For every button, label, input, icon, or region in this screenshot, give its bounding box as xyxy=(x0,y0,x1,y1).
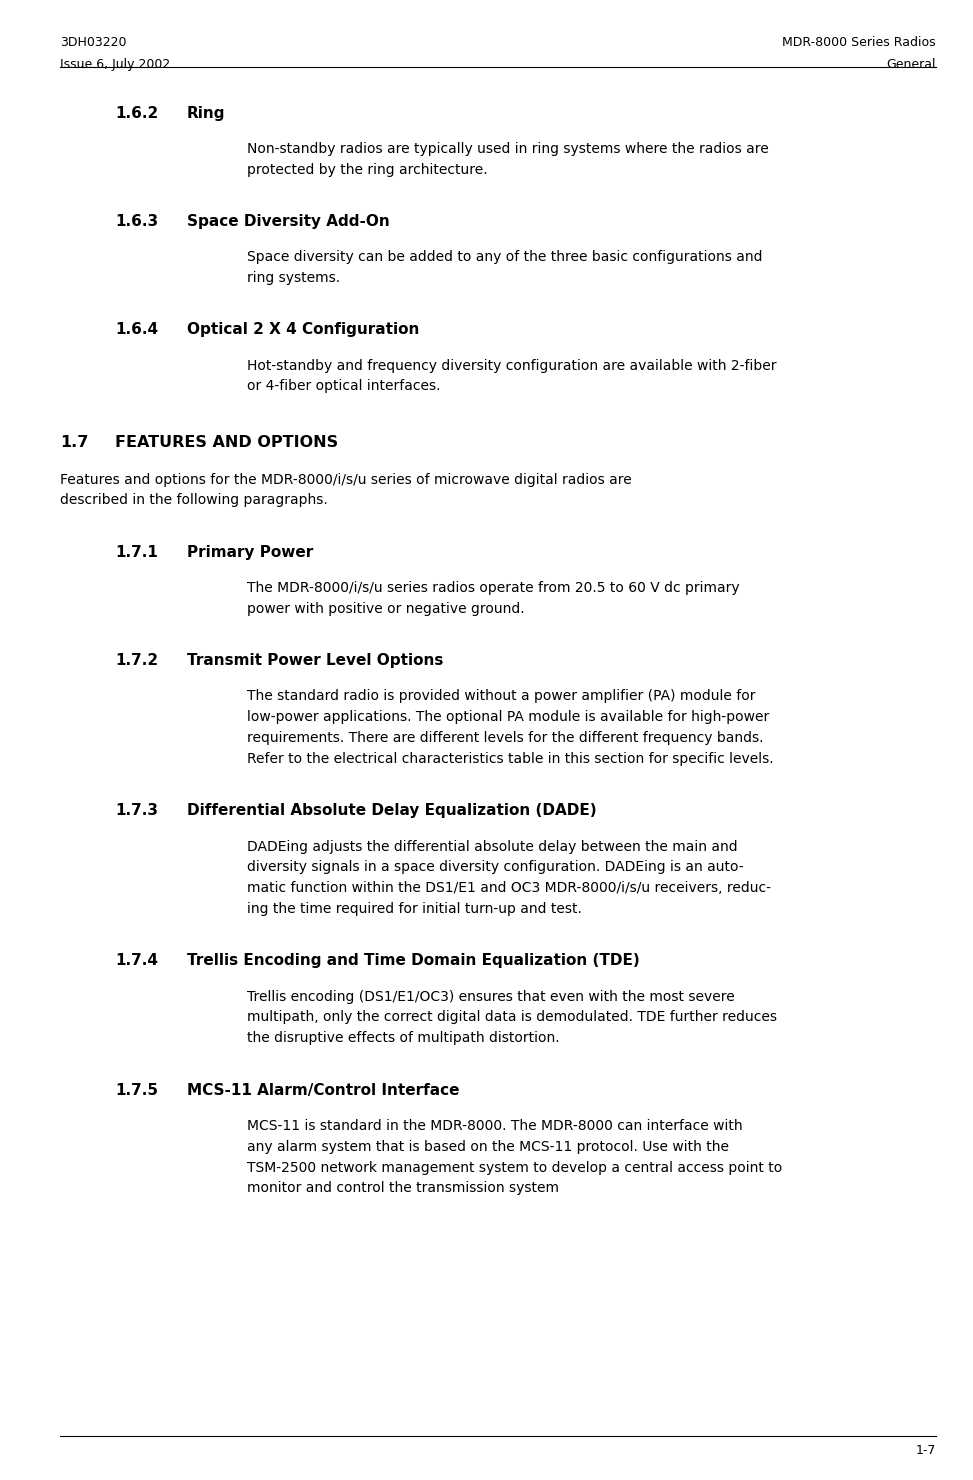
Text: TSM-2500 network management system to develop a central access point to: TSM-2500 network management system to de… xyxy=(247,1160,782,1175)
Text: FEATURES AND OPTIONS: FEATURES AND OPTIONS xyxy=(115,435,338,450)
Text: or 4-fiber optical interfaces.: or 4-fiber optical interfaces. xyxy=(247,379,441,394)
Text: The MDR-8000/i/s/u series radios operate from 20.5 to 60 V dc primary: The MDR-8000/i/s/u series radios operate… xyxy=(247,582,739,595)
Text: requirements. There are different levels for the different frequency bands.: requirements. There are different levels… xyxy=(247,731,764,744)
Text: 1.7.4: 1.7.4 xyxy=(115,953,158,968)
Text: protected by the ring architecture.: protected by the ring architecture. xyxy=(247,163,487,176)
Text: MCS-11 Alarm/Control Interface: MCS-11 Alarm/Control Interface xyxy=(187,1083,459,1098)
Text: Differential Absolute Delay Equalization (DADE): Differential Absolute Delay Equalization… xyxy=(187,804,596,818)
Text: Primary Power: Primary Power xyxy=(187,545,313,559)
Text: ing the time required for initial turn-up and test.: ing the time required for initial turn-u… xyxy=(247,901,582,916)
Text: 1.7.1: 1.7.1 xyxy=(115,545,158,559)
Text: General: General xyxy=(886,58,936,71)
Text: The standard radio is provided without a power amplifier (PA) module for: The standard radio is provided without a… xyxy=(247,690,756,703)
Text: described in the following paragraphs.: described in the following paragraphs. xyxy=(60,493,328,508)
Text: Issue 6, July 2002: Issue 6, July 2002 xyxy=(60,58,170,71)
Text: 1.7.3: 1.7.3 xyxy=(115,804,158,818)
Text: Trellis Encoding and Time Domain Equalization (TDE): Trellis Encoding and Time Domain Equaliz… xyxy=(187,953,639,968)
Text: 3DH03220: 3DH03220 xyxy=(60,36,126,49)
Text: 1.7.2: 1.7.2 xyxy=(115,653,158,669)
Text: matic function within the DS1/E1 and OC3 MDR-8000/i/s/u receivers, reduc-: matic function within the DS1/E1 and OC3… xyxy=(247,881,772,895)
Text: Optical 2 X 4 Configuration: Optical 2 X 4 Configuration xyxy=(187,323,419,337)
Text: Transmit Power Level Options: Transmit Power Level Options xyxy=(187,653,443,669)
Text: 1.6.3: 1.6.3 xyxy=(115,215,158,229)
Text: diversity signals in a space diversity configuration. DADEing is an auto-: diversity signals in a space diversity c… xyxy=(247,860,743,875)
Text: monitor and control the transmission system: monitor and control the transmission sys… xyxy=(247,1181,559,1196)
Text: MCS-11 is standard in the MDR-8000. The MDR-8000 can interface with: MCS-11 is standard in the MDR-8000. The … xyxy=(247,1119,742,1132)
Text: 1.7.5: 1.7.5 xyxy=(115,1083,158,1098)
Text: the disruptive effects of multipath distortion.: the disruptive effects of multipath dist… xyxy=(247,1032,559,1045)
Text: 1-7: 1-7 xyxy=(916,1444,936,1458)
Text: Hot-standby and frequency diversity configuration are available with 2-fiber: Hot-standby and frequency diversity conf… xyxy=(247,358,776,373)
Text: power with positive or negative ground.: power with positive or negative ground. xyxy=(247,602,524,616)
Text: MDR-8000 Series Radios: MDR-8000 Series Radios xyxy=(782,36,936,49)
Text: Space Diversity Add-On: Space Diversity Add-On xyxy=(187,215,389,229)
Text: Non-standby radios are typically used in ring systems where the radios are: Non-standby radios are typically used in… xyxy=(247,142,769,155)
Text: 1.7: 1.7 xyxy=(60,435,89,450)
Text: ring systems.: ring systems. xyxy=(247,271,341,286)
Text: Trellis encoding (DS1/E1/OC3) ensures that even with the most severe: Trellis encoding (DS1/E1/OC3) ensures th… xyxy=(247,990,735,1003)
Text: 1.6.4: 1.6.4 xyxy=(115,323,158,337)
Text: 1.6.2: 1.6.2 xyxy=(115,105,158,120)
Text: Space diversity can be added to any of the three basic configurations and: Space diversity can be added to any of t… xyxy=(247,250,763,265)
Text: Features and options for the MDR-8000/i/s/u series of microwave digital radios a: Features and options for the MDR-8000/i/… xyxy=(60,472,632,487)
Text: multipath, only the correct digital data is demodulated. TDE further reduces: multipath, only the correct digital data… xyxy=(247,1011,777,1024)
Text: DADEing adjusts the differential absolute delay between the main and: DADEing adjusts the differential absolut… xyxy=(247,839,738,854)
Text: low-power applications. The optional PA module is available for high-power: low-power applications. The optional PA … xyxy=(247,710,770,724)
Text: any alarm system that is based on the MCS-11 protocol. Use with the: any alarm system that is based on the MC… xyxy=(247,1140,729,1154)
Text: Refer to the electrical characteristics table in this section for specific level: Refer to the electrical characteristics … xyxy=(247,752,774,767)
Text: Ring: Ring xyxy=(187,105,226,120)
